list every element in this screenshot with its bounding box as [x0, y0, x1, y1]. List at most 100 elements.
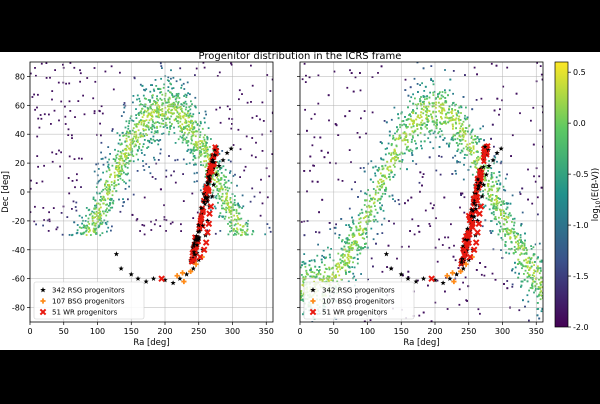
dust-pixel — [271, 112, 273, 115]
dust-pixel — [492, 204, 495, 207]
dust-pixel — [500, 237, 503, 239]
dust-pixel — [484, 177, 487, 179]
dust-pixel — [460, 143, 463, 145]
dust-pixel — [161, 93, 164, 96]
dust-pixel — [393, 173, 396, 176]
dust-pixel — [53, 109, 56, 112]
dust-pixel — [398, 153, 401, 156]
dust-pixel — [83, 225, 86, 227]
dust-pixel — [535, 80, 538, 83]
dust-pixel — [417, 114, 419, 117]
dust-pixel — [426, 97, 428, 100]
dust-pixel — [181, 129, 183, 132]
left-rsg-marker — [209, 193, 215, 199]
dust-pixel — [467, 130, 469, 133]
dust-pixel — [225, 209, 227, 211]
left-rsg-marker — [162, 277, 168, 283]
dust-pixel — [162, 126, 165, 128]
dust-pixel — [210, 138, 212, 140]
dust-pixel — [268, 226, 271, 229]
dust-pixel — [459, 105, 462, 107]
dust-pixel — [321, 261, 323, 264]
dust-pixel — [461, 134, 464, 137]
dust-pixel — [218, 195, 221, 197]
dust-pixel — [355, 279, 357, 281]
dust-pixel — [415, 163, 418, 165]
dust-pixel — [496, 223, 498, 226]
dust-pixel — [109, 202, 111, 204]
dust-pixel — [200, 153, 203, 156]
dust-pixel — [456, 161, 458, 164]
dust-pixel — [517, 233, 519, 236]
dust-pixel — [41, 180, 44, 183]
right-wr-marker — [477, 203, 485, 210]
dust-pixel — [179, 67, 182, 70]
dust-pixel — [300, 266, 302, 269]
dust-pixel — [476, 73, 478, 76]
dust-pixel — [390, 169, 393, 172]
dust-pixel — [360, 190, 362, 193]
dust-pixel — [467, 146, 469, 149]
dust-pixel — [167, 116, 169, 119]
dust-pixel — [311, 321, 314, 322]
dust-pixel — [153, 122, 156, 125]
dust-pixel — [318, 266, 321, 268]
dust-pixel — [196, 124, 199, 126]
dust-pixel — [513, 217, 516, 220]
dust-pixel — [160, 122, 163, 125]
right-bsg-marker — [451, 278, 457, 285]
dust-pixel — [68, 192, 71, 195]
dust-pixel — [215, 194, 218, 197]
left-wr-marker — [204, 229, 211, 236]
dust-pixel — [495, 203, 498, 205]
dust-pixel — [372, 181, 375, 183]
dust-pixel — [412, 112, 414, 114]
dust-pixel — [420, 107, 423, 110]
dust-pixel — [123, 111, 125, 114]
dust-pixel — [229, 198, 232, 201]
dust-pixel — [321, 254, 324, 257]
dust-pixel — [448, 108, 450, 111]
dust-pixel — [351, 216, 353, 219]
dust-pixel — [534, 289, 537, 292]
dust-pixel — [363, 237, 366, 240]
dust-pixel — [369, 319, 372, 321]
dust-pixel — [301, 294, 304, 297]
dust-pixel — [159, 88, 162, 90]
dust-pixel — [112, 158, 115, 160]
dust-pixel — [183, 114, 185, 117]
left-rsg-marker — [170, 280, 176, 286]
dust-pixel — [102, 163, 105, 166]
dust-pixel — [426, 118, 429, 121]
dust-pixel — [156, 121, 159, 123]
dust-pixel — [346, 264, 349, 267]
dust-pixel — [524, 305, 526, 308]
dust-pixel — [260, 178, 262, 181]
dust-pixel — [531, 274, 534, 277]
dust-pixel — [96, 133, 98, 136]
dust-pixel — [225, 202, 228, 205]
dust-pixel — [212, 178, 215, 181]
dust-pixel — [114, 174, 116, 177]
dust-pixel — [168, 130, 171, 133]
dust-pixel — [230, 209, 233, 212]
dust-pixel — [447, 236, 450, 239]
dust-pixel — [129, 149, 132, 151]
dust-pixel — [156, 97, 158, 100]
dust-pixel — [38, 126, 41, 129]
dust-pixel — [120, 170, 122, 173]
dust-pixel — [170, 174, 173, 177]
dust-pixel — [393, 106, 396, 109]
dust-pixel — [68, 100, 71, 103]
dust-pixel — [135, 108, 137, 110]
dust-pixel — [253, 195, 256, 198]
dust-pixel — [167, 105, 169, 107]
dust-pixel — [167, 86, 170, 88]
dust-pixel — [171, 87, 173, 90]
dust-pixel — [99, 234, 102, 237]
dust-pixel — [168, 111, 171, 114]
dust-pixel — [410, 119, 413, 122]
dust-pixel — [455, 142, 458, 144]
dust-pixel — [460, 106, 463, 109]
dust-pixel — [125, 120, 128, 123]
